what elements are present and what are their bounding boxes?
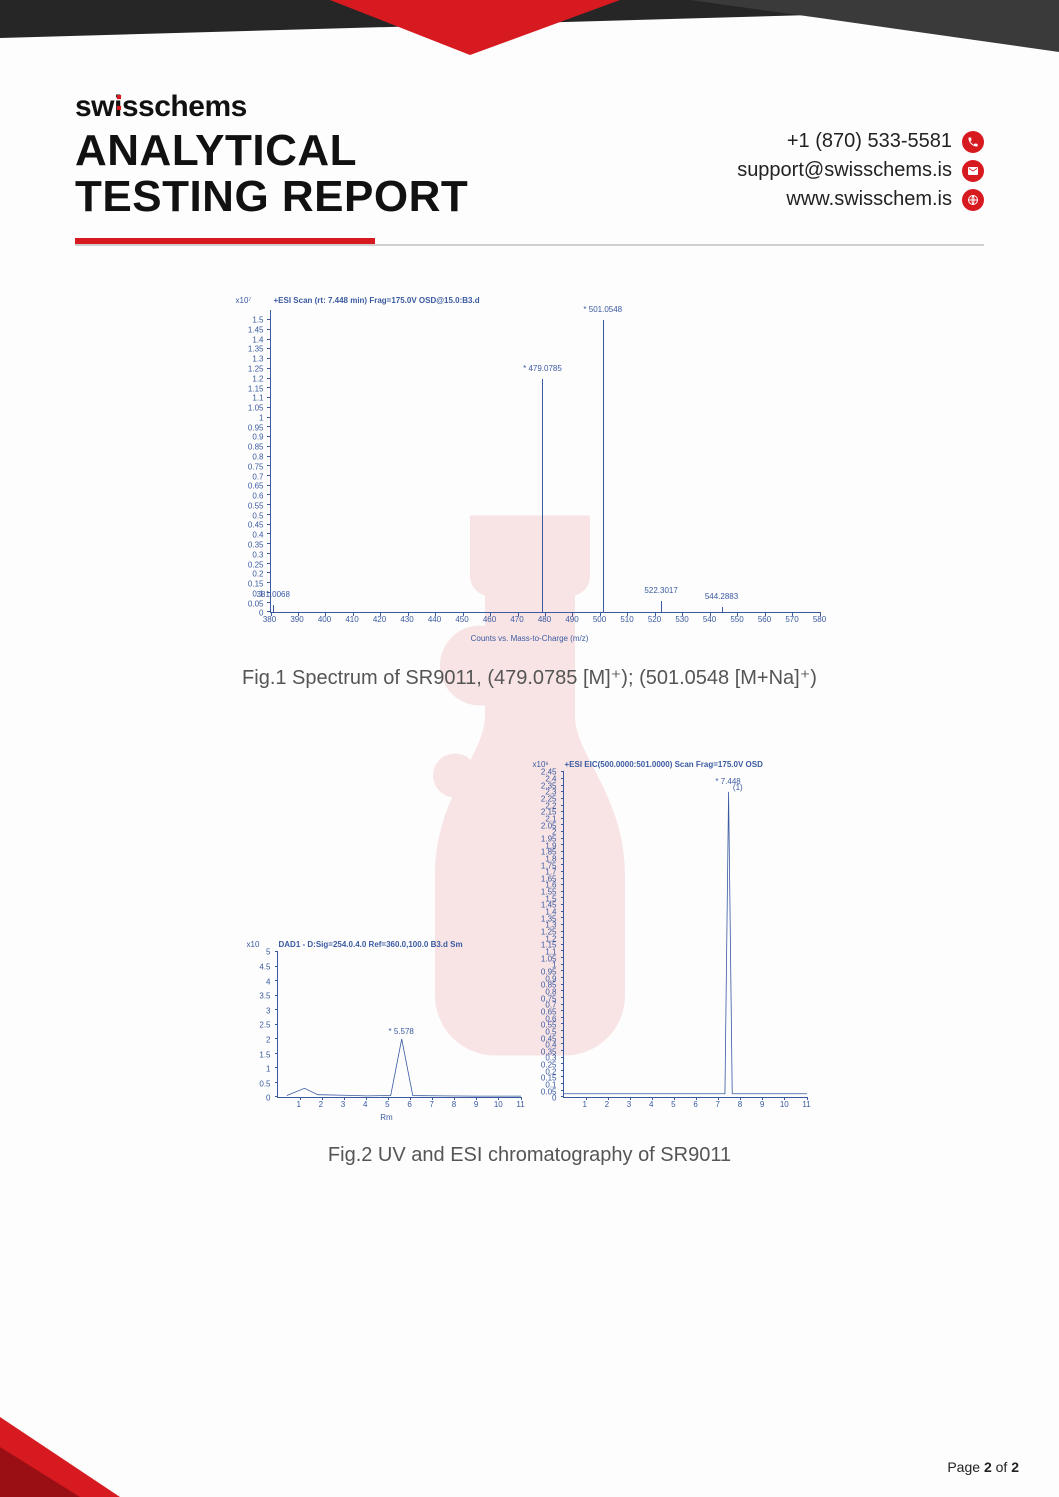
- fig1-scan-label: +ESI Scan (rt: 7.448 min) Frag=175.0V OS…: [274, 296, 480, 305]
- fig2-uv-yexp: x10⁲: [247, 940, 260, 949]
- phone-icon: [962, 131, 984, 153]
- globe-icon: [962, 189, 984, 211]
- fig1-yexp: x10⁷: [236, 296, 252, 305]
- brand-logo: swi:sschems: [75, 90, 984, 124]
- footer-corner-decoration: [0, 1417, 160, 1497]
- page-number: Page 2 of 2: [947, 1459, 1019, 1475]
- page-current: 2: [984, 1459, 992, 1475]
- contact-phone-row: +1 (870) 533-5581: [737, 130, 984, 153]
- fig2-uv-chart: x10⁲ DAD1 - D:Sig=254.0.4.0 Ref=360.0,10…: [247, 940, 527, 1120]
- figures-area: x10⁷ +ESI Scan (rt: 7.448 min) Frag=175.…: [0, 246, 1059, 1167]
- fig1-caption: Fig.1 Spectrum of SR9011, (479.0785 [M]⁺…: [75, 665, 984, 690]
- fig2-esi-chart: x10⁶ +ESI EIC(500.0000:501.0000) Scan Fr…: [533, 760, 813, 1120]
- contact-block: +1 (870) 533-5581 support@swisschems.is …: [737, 130, 984, 217]
- contact-email-row: support@swisschems.is: [737, 159, 984, 182]
- contact-web-row: www.swisschem.is: [737, 188, 984, 211]
- page-total: 2: [1011, 1459, 1019, 1475]
- mail-icon: [962, 160, 984, 182]
- fig2-uv-xtitle: Rm: [247, 1113, 527, 1122]
- fig2-esi-top: +ESI EIC(500.0000:501.0000) Scan Frag=17…: [565, 760, 763, 769]
- contact-web: www.swisschem.is: [786, 188, 952, 211]
- figure-2: x10⁲ DAD1 - D:Sig=254.0.4.0 Ref=360.0,10…: [75, 760, 984, 1167]
- header-rule: [75, 238, 984, 246]
- fig2-caption: Fig.2 UV and ESI chromatography of SR901…: [75, 1144, 984, 1167]
- report-page: swi:sschems ANALYTICAL TESTING REPORT +1…: [0, 0, 1059, 1497]
- brand-dot: i:: [114, 90, 122, 124]
- figure-1: x10⁷ +ESI Scan (rt: 7.448 min) Frag=175.…: [75, 296, 984, 690]
- brand-part2: sschems: [122, 90, 247, 123]
- fig1-xaxis-title: Counts vs. Mass-to-Charge (m/z): [230, 634, 830, 643]
- contact-email: support@swisschems.is: [737, 159, 952, 182]
- fig1-chart: x10⁷ +ESI Scan (rt: 7.448 min) Frag=175.…: [230, 296, 830, 641]
- page-mid: of: [992, 1459, 1011, 1475]
- brand-part1: sw: [75, 90, 114, 123]
- fig2-uv-top: DAD1 - D:Sig=254.0.4.0 Ref=360.0,100.0 B…: [279, 940, 463, 949]
- page-prefix: Page: [947, 1459, 984, 1475]
- header: swi:sschems ANALYTICAL TESTING REPORT +1…: [0, 0, 1059, 220]
- contact-phone: +1 (870) 533-5581: [787, 130, 952, 153]
